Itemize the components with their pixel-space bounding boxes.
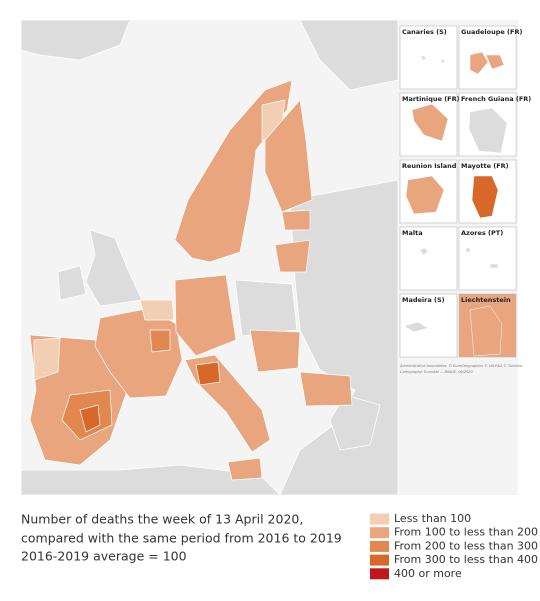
inset-frame — [399, 25, 458, 90]
inset-label: Martinique (FR) — [402, 95, 460, 103]
caption-line: Number of deaths the week of 13 April 20… — [21, 512, 303, 527]
legend-label: From 200 to less than 300 — [394, 539, 538, 552]
region — [195, 361, 221, 386]
legend-swatch — [370, 568, 389, 580]
region — [264, 99, 313, 213]
caption-line: 2016-2019 average = 100 — [21, 549, 187, 564]
legend-label: 400 or more — [394, 567, 462, 580]
inset-shape — [411, 103, 449, 142]
inset-shape — [419, 54, 446, 65]
inset-label: Reunion Island (FR) — [402, 162, 474, 170]
attribution: Administrative boundaries: © EuroGeograp… — [399, 364, 523, 368]
caption-line: compared with the same period from 2016 … — [21, 531, 342, 546]
inset-label: Madeira (S) — [402, 296, 445, 304]
inset-label: French Guiana (FR) — [461, 95, 531, 103]
inset-shape — [419, 247, 429, 256]
eu-regions — [29, 79, 353, 481]
region — [299, 371, 353, 407]
region — [274, 239, 311, 273]
region — [249, 329, 301, 373]
inset-frame — [458, 226, 517, 291]
inset-shape — [403, 321, 429, 333]
legend-swatch — [370, 554, 389, 566]
legend-swatch — [370, 540, 389, 552]
legend-label: From 300 to less than 400 — [394, 553, 538, 566]
legend-swatch — [370, 527, 389, 539]
region — [281, 209, 311, 231]
region — [33, 337, 61, 381]
inset-shape — [465, 247, 499, 269]
inset-shape — [468, 107, 508, 154]
inset-shape — [471, 175, 499, 219]
region — [79, 404, 101, 433]
region — [149, 329, 171, 353]
inset-label: Mayotte (FR) — [461, 162, 509, 170]
legend-label: Less than 100 — [394, 512, 471, 525]
inset-shape — [469, 305, 503, 357]
insets: Canaries (S) Guadeloupe (FR) Martinique (F… — [399, 25, 531, 358]
inset-label: Canaries (S) — [402, 28, 447, 36]
inset-label: Guadeloupe (FR) — [461, 28, 522, 36]
inset-label: Liechtenstein — [461, 296, 511, 304]
attribution: Cartography: Eurostat — IMAGE, 06/2020 — [400, 370, 474, 374]
region — [174, 274, 237, 357]
region — [139, 299, 175, 321]
inset-shape — [405, 175, 445, 215]
inset-label: Malta — [402, 229, 423, 237]
inset-shape — [469, 51, 505, 75]
inset-frame — [399, 226, 458, 291]
inset-label: Azores (PT) — [461, 229, 503, 237]
legend-swatch — [370, 513, 389, 525]
region — [227, 457, 263, 481]
legend-label: From 100 to less than 200 — [394, 526, 538, 539]
